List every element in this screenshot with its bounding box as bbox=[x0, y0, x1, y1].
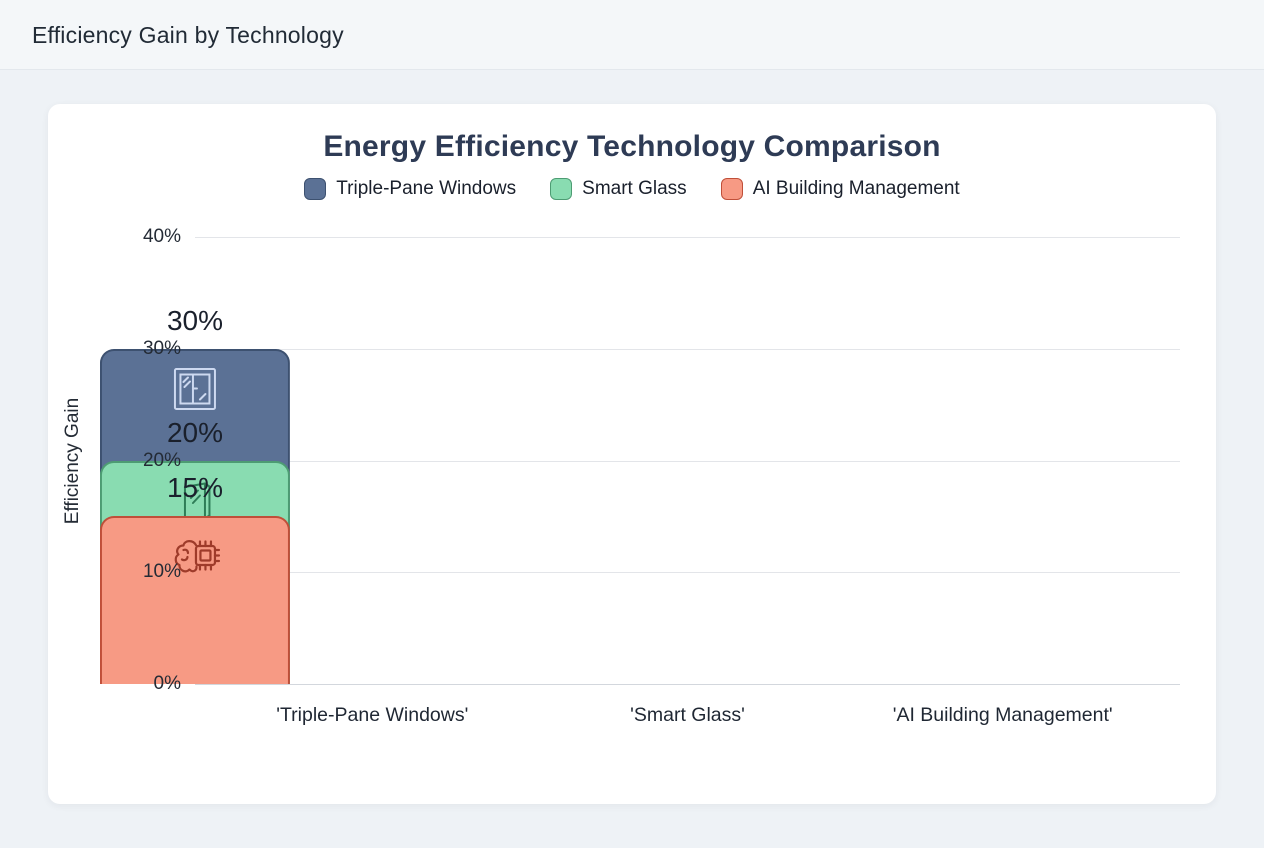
legend-swatch-icon bbox=[304, 178, 327, 200]
legend-label: Triple-Pane Windows bbox=[336, 178, 517, 199]
y-tick-label: 20% bbox=[142, 449, 181, 471]
legend-item-triple-pane-windows[interactable]: Triple-Pane Windows bbox=[304, 178, 516, 200]
legend-swatch-icon bbox=[550, 178, 573, 200]
y-tick-label: 30% bbox=[142, 337, 181, 359]
y-axis-title: Efficiency Gain bbox=[62, 397, 83, 524]
x-axis-line bbox=[195, 684, 1180, 685]
gridline bbox=[195, 237, 1180, 238]
legend-swatch-icon bbox=[720, 178, 743, 200]
bar-value-label: 15% bbox=[166, 472, 224, 504]
page-title: Efficiency Gain by Technology bbox=[32, 22, 344, 48]
gridline bbox=[195, 348, 1180, 350]
bar-value-label: 20% bbox=[166, 416, 224, 448]
plot-area: Efficiency Gain 30% 20% bbox=[62, 226, 1180, 694]
legend-label: Smart Glass bbox=[582, 178, 687, 199]
chart-legend: Triple-Pane Windows Smart Glass AI Build… bbox=[48, 178, 1216, 200]
bar-ai-building-management[interactable]: 15% bbox=[99, 472, 291, 684]
x-axis-labels: 'Triple-Pane Windows' 'Smart Glass' 'AI … bbox=[195, 684, 1180, 736]
y-tick-label: 10% bbox=[142, 561, 181, 583]
chart-card: Energy Efficiency Technology Comparison … bbox=[48, 104, 1216, 804]
x-tick-label: 'AI Building Management' bbox=[892, 704, 1113, 726]
gridline bbox=[195, 572, 1180, 574]
y-tick-label: 0% bbox=[153, 673, 181, 694]
bar-value-label: 30% bbox=[166, 304, 224, 336]
page-header: Efficiency Gain by Technology bbox=[0, 0, 1264, 70]
x-tick-label: 'Triple-Pane Windows' bbox=[276, 704, 469, 726]
window-icon bbox=[174, 367, 216, 410]
legend-item-ai-building-management[interactable]: AI Building Management bbox=[720, 178, 960, 200]
gridline bbox=[195, 460, 1180, 462]
y-tick-label: 40% bbox=[142, 226, 181, 247]
legend-label: AI Building Management bbox=[752, 178, 960, 199]
chart-title: Energy Efficiency Technology Comparison bbox=[323, 130, 941, 163]
ai-chip-icon bbox=[174, 540, 220, 573]
x-tick-label: 'Smart Glass' bbox=[630, 704, 745, 726]
legend-item-smart-glass[interactable]: Smart Glass bbox=[550, 178, 687, 200]
